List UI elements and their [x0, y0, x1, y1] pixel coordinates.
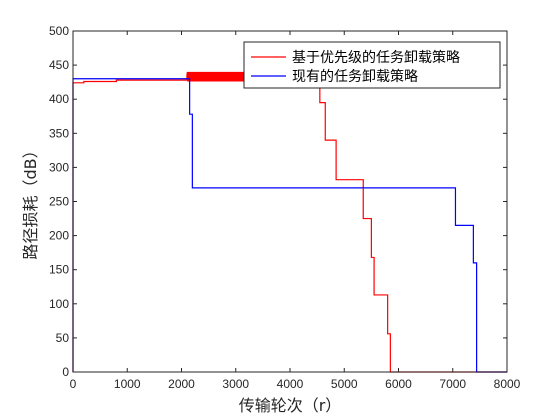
x-tick-label: 7000: [439, 377, 466, 391]
legend-label-priority: 基于优先级的任务卸载策略: [292, 49, 460, 66]
y-tick-label: 350: [49, 126, 69, 140]
x-tick-label: 6000: [385, 377, 412, 391]
y-tick-label: 400: [49, 92, 69, 106]
y-axis-ticks: 0 50 100 150 200 250 300 350 400 450 500: [49, 24, 507, 379]
legend: 基于优先级的任务卸载策略 现有的任务卸载策略: [243, 41, 501, 89]
x-tick-label: 5000: [331, 377, 358, 391]
y-tick-label: 500: [49, 24, 69, 38]
y-tick-label: 0: [62, 365, 69, 379]
y-tick-label: 50: [56, 331, 70, 345]
x-axis-ticks: 0 1000 2000 3000 4000 5000 6000 7000 8000: [70, 31, 521, 391]
x-tick-label: 1000: [114, 377, 141, 391]
legend-label-existing: 现有的任务卸载策略: [292, 68, 418, 85]
y-tick-label: 200: [49, 229, 69, 243]
x-tick-label: 2000: [168, 377, 195, 391]
series-line-1: [72, 78, 507, 373]
y-tick-label: 450: [49, 58, 69, 72]
x-tick-label: 3000: [222, 377, 249, 391]
x-tick-label: 0: [70, 377, 77, 391]
x-axis-label: 传输轮次（r）: [239, 396, 342, 415]
y-tick-label: 300: [49, 160, 69, 174]
x-tick-label: 8000: [494, 377, 521, 391]
y-tick-label: 100: [49, 297, 69, 311]
x-tick-label: 4000: [277, 377, 304, 391]
y-axis-label: 路径损耗（dB）: [21, 142, 40, 259]
y-tick-label: 250: [49, 195, 69, 209]
legend-box: [243, 41, 501, 89]
y-tick-label: 150: [49, 263, 69, 277]
